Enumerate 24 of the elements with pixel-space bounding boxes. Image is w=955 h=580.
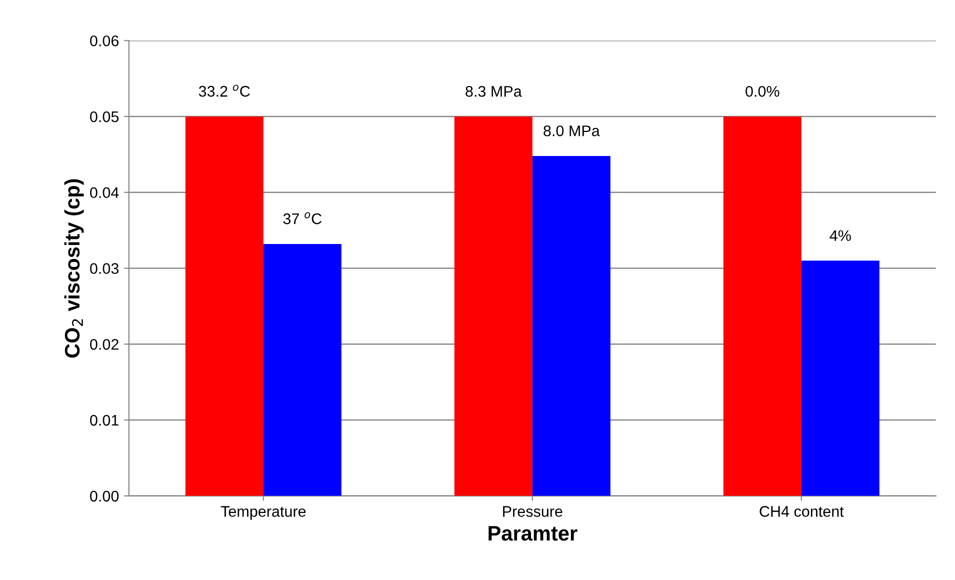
x-axis-title: Paramter (488, 526, 578, 541)
y-tick-label: 0.05 (90, 111, 119, 122)
bar (723, 116, 802, 496)
bar (185, 116, 264, 496)
bar (532, 156, 610, 496)
annotation: 8.3 MPa (466, 86, 522, 97)
y-tick-label: 0.01 (90, 414, 118, 426)
annotation: 4% (830, 230, 851, 241)
annotation: 0.0% (746, 86, 780, 97)
bar (801, 260, 880, 496)
bar (454, 116, 532, 496)
annotation: 33.2 $^{o}$C (198, 84, 250, 97)
annotation: 37 $^{o}$C (283, 212, 322, 224)
bar (263, 244, 342, 496)
y-tick-label: 0.02 (90, 339, 118, 350)
x-tick-label: Temperature (220, 506, 306, 520)
y-tick-label: 0.03 (90, 263, 119, 274)
x-tick-label: CH4 content (760, 506, 844, 517)
x-tick-label: Pressure (503, 506, 562, 517)
y-tick-label: 0.04 (90, 187, 119, 198)
y-tick-label: 0.00 (90, 490, 119, 502)
y-axis-title: CO$_{2}$ viscosity (cp) (64, 179, 84, 358)
y-tick-label: 0.06 (90, 35, 119, 46)
annotation: 8.0 MPa (544, 125, 600, 136)
